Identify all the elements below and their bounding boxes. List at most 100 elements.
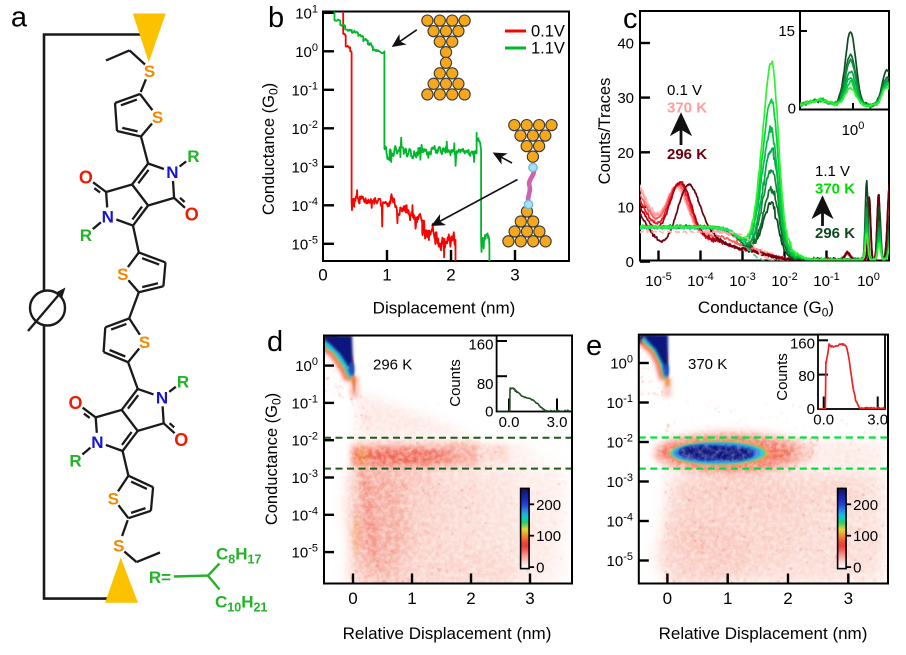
- svg-text:c: c: [623, 3, 638, 35]
- svg-text:0.0: 0.0: [813, 412, 834, 429]
- svg-text:0: 0: [348, 589, 357, 608]
- svg-text:3: 3: [525, 589, 534, 608]
- svg-text:Counts: Counts: [447, 359, 464, 407]
- svg-text:10-2: 10-2: [771, 271, 797, 290]
- svg-text:10-5: 10-5: [645, 271, 671, 290]
- svg-text:1.1V: 1.1V: [531, 40, 565, 58]
- svg-text:30: 30: [617, 90, 634, 107]
- svg-text:N: N: [166, 163, 178, 182]
- svg-text:10-5: 10-5: [607, 551, 633, 570]
- svg-text:0: 0: [807, 401, 815, 418]
- svg-text:40: 40: [617, 36, 634, 53]
- svg-text:296 K: 296 K: [667, 146, 707, 163]
- svg-text:10-3: 10-3: [292, 157, 318, 176]
- svg-text:0.1 V: 0.1 V: [667, 82, 702, 99]
- svg-text:Counts/Traces: Counts/Traces: [596, 78, 614, 185]
- svg-text:10-5: 10-5: [292, 543, 318, 562]
- svg-text:b: b: [268, 2, 284, 34]
- svg-text:100: 100: [295, 42, 318, 61]
- svg-text:0: 0: [788, 101, 796, 118]
- svg-text:d: d: [267, 326, 283, 358]
- svg-text:10-2: 10-2: [607, 433, 633, 452]
- svg-text:R=: R=: [149, 568, 171, 587]
- svg-text:10-5: 10-5: [292, 234, 318, 253]
- svg-text:3.0: 3.0: [867, 412, 888, 429]
- svg-text:O: O: [185, 204, 199, 224]
- svg-text:R: R: [177, 372, 189, 391]
- svg-text:10-1: 10-1: [292, 393, 318, 412]
- svg-text:3: 3: [510, 266, 519, 285]
- svg-text:2: 2: [446, 266, 455, 285]
- svg-text:10-1: 10-1: [292, 80, 318, 99]
- svg-text:10-3: 10-3: [292, 468, 318, 487]
- svg-text:S: S: [108, 490, 119, 509]
- svg-text:C8H17: C8H17: [216, 545, 261, 567]
- svg-text:200: 200: [853, 497, 878, 514]
- svg-text:0: 0: [536, 560, 544, 577]
- svg-text:10-3: 10-3: [607, 472, 633, 491]
- svg-text:N: N: [156, 388, 168, 407]
- svg-text:10-3: 10-3: [729, 271, 755, 290]
- svg-text:10-2: 10-2: [292, 119, 318, 138]
- svg-text:100: 100: [853, 528, 878, 545]
- svg-text:10-1: 10-1: [607, 393, 633, 412]
- svg-text:0: 0: [485, 404, 493, 421]
- svg-text:0.1V: 0.1V: [531, 23, 565, 41]
- svg-text:10: 10: [617, 199, 634, 216]
- svg-text:S: S: [139, 333, 150, 352]
- svg-text:0: 0: [318, 266, 327, 285]
- svg-text:15: 15: [778, 23, 795, 40]
- svg-text:S: S: [144, 62, 155, 81]
- svg-text:10-4: 10-4: [687, 271, 713, 290]
- svg-text:100: 100: [842, 120, 865, 139]
- svg-text:Conductance (G0): Conductance (G0): [698, 298, 834, 320]
- svg-text:N: N: [102, 207, 114, 226]
- svg-text:296 K: 296 K: [373, 357, 412, 374]
- svg-text:1: 1: [382, 266, 391, 285]
- svg-text:Counts: Counts: [774, 353, 791, 401]
- svg-text:1.1 V: 1.1 V: [815, 163, 850, 180]
- svg-text:100: 100: [536, 528, 561, 545]
- svg-text:80: 80: [477, 376, 494, 393]
- svg-text:370 K: 370 K: [815, 181, 855, 198]
- svg-text:1: 1: [723, 589, 732, 608]
- svg-text:3.0: 3.0: [547, 414, 568, 431]
- svg-text:296 K: 296 K: [815, 225, 855, 242]
- svg-text:3: 3: [844, 589, 853, 608]
- svg-text:S: S: [113, 537, 124, 556]
- svg-text:Conductance (G0): Conductance (G0): [260, 83, 281, 215]
- svg-text:O: O: [174, 430, 188, 450]
- svg-text:20: 20: [617, 145, 634, 162]
- svg-text:S: S: [117, 265, 128, 284]
- svg-text:160: 160: [790, 336, 815, 353]
- svg-text:370 K: 370 K: [688, 356, 727, 373]
- svg-text:0.0: 0.0: [499, 414, 520, 431]
- svg-text:10-2: 10-2: [292, 431, 318, 450]
- svg-text:80: 80: [798, 368, 815, 385]
- svg-text:Conductance (G0): Conductance (G0): [263, 393, 284, 525]
- svg-text:Displacement (nm): Displacement (nm): [373, 299, 516, 318]
- svg-text:0: 0: [663, 589, 672, 608]
- svg-text:2: 2: [783, 589, 792, 608]
- svg-text:N: N: [91, 433, 103, 452]
- svg-text:370 K: 370 K: [667, 100, 707, 117]
- svg-text:R: R: [80, 226, 92, 245]
- svg-text:10-1: 10-1: [813, 271, 839, 290]
- svg-text:200: 200: [536, 497, 561, 514]
- svg-text:101: 101: [295, 3, 318, 22]
- svg-text:Relative Displacement (nm): Relative Displacement (nm): [343, 624, 552, 643]
- svg-text:R: R: [69, 451, 81, 470]
- svg-text:10-4: 10-4: [292, 505, 318, 524]
- svg-text:0: 0: [853, 560, 861, 577]
- svg-text:10-4: 10-4: [607, 512, 633, 531]
- svg-text:e: e: [586, 330, 602, 362]
- svg-text:160: 160: [468, 337, 493, 354]
- svg-text:100: 100: [610, 354, 633, 373]
- svg-text:S: S: [152, 108, 163, 127]
- svg-text:100: 100: [857, 271, 880, 290]
- svg-text:Relative Displacement (nm): Relative Displacement (nm): [659, 624, 868, 643]
- svg-text:C10H21: C10H21: [215, 593, 267, 615]
- svg-text:10-4: 10-4: [292, 196, 318, 215]
- svg-text:100: 100: [295, 356, 318, 375]
- svg-text:R: R: [187, 147, 199, 166]
